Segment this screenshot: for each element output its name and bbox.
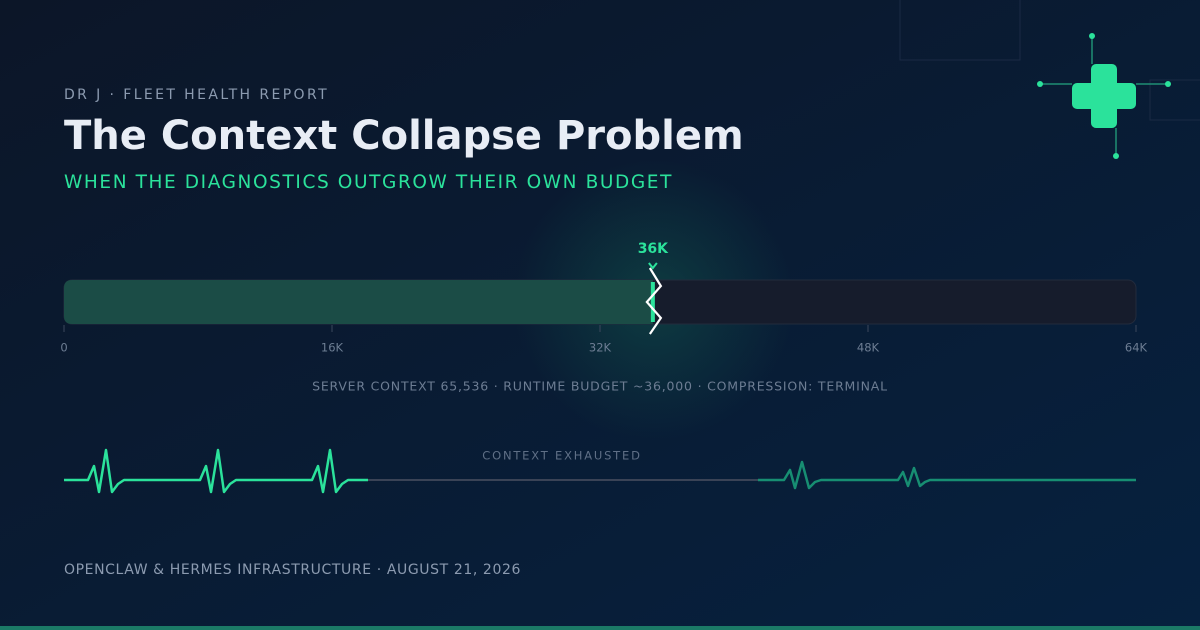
break-zigzag [645, 267, 663, 335]
x-tick-label: 48K [857, 341, 880, 355]
value-label: 36K [638, 241, 669, 257]
marker [650, 282, 655, 322]
x-tick-label: 64K [1125, 341, 1148, 355]
decor-frame [899, 0, 1200, 121]
marker-chevron [648, 262, 658, 270]
subtitle: WHEN THE DIAGNOSTICS OUTGROW THEIR OWN B… [64, 172, 673, 193]
gauge: 0 16K 32K 48K 64K 36K [60, 241, 1147, 355]
bar [64, 280, 653, 324]
caption: SERVER CONTEXT 65,536 · RUNTIME BUDGET ~… [312, 379, 888, 394]
plus-icon [1037, 33, 1171, 159]
heartbeat-label: CONTEXT EXHAUSTED [482, 449, 641, 463]
x-tick-label: 32K [589, 341, 612, 355]
x-tick-label: 16K [321, 341, 344, 355]
bottom-rule [0, 626, 1200, 630]
x-tick-label: 0 [60, 341, 67, 355]
footer: OPENCLAW & HERMES INFRASTRUCTURE · AUGUS… [64, 562, 521, 578]
heartbeat [64, 448, 1136, 494]
title: The Context Collapse Problem [64, 113, 744, 159]
eyebrow: DR J · FLEET HEALTH REPORT [64, 87, 329, 103]
